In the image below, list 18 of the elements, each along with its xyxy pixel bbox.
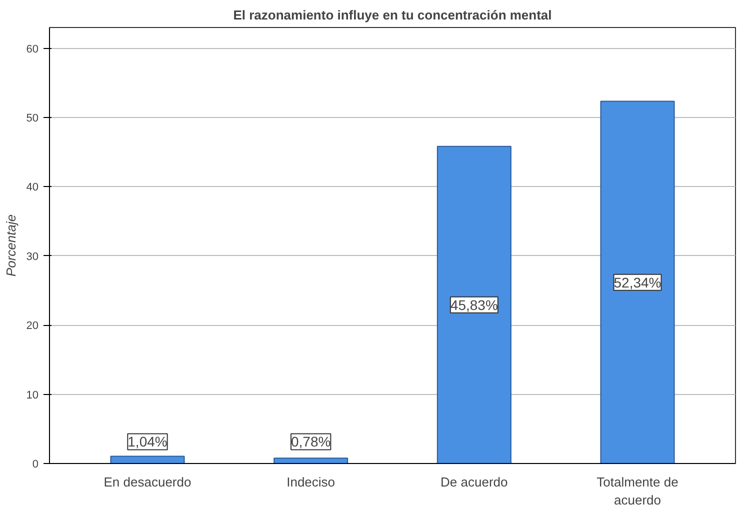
- x-tick-label: Totalmente de acuerdo: [596, 474, 678, 508]
- x-tick-label: Indeciso: [286, 474, 336, 490]
- y-tick-label: 0: [32, 458, 39, 470]
- y-tick-label: 10: [26, 389, 39, 402]
- bar: [436, 146, 512, 464]
- y-tick-label: 50: [26, 112, 39, 124]
- bar: [600, 100, 675, 464]
- x-tick-label: En desacuerdo: [104, 474, 192, 490]
- data-label: 1,04%: [128, 434, 168, 450]
- y-tick-label: 30: [26, 250, 39, 263]
- y-tick-label: 40: [26, 182, 39, 194]
- y-tick-label: 60: [26, 43, 39, 56]
- y-tick-label: 20: [26, 320, 39, 332]
- chart-title: El razonamiento influye en tu concentración mental: [233, 8, 552, 22]
- y-axis-title: Porcentaje: [3, 214, 18, 277]
- bar: [110, 456, 185, 464]
- x-tick-label: De acuerdo: [440, 474, 508, 490]
- bar: [274, 458, 348, 464]
